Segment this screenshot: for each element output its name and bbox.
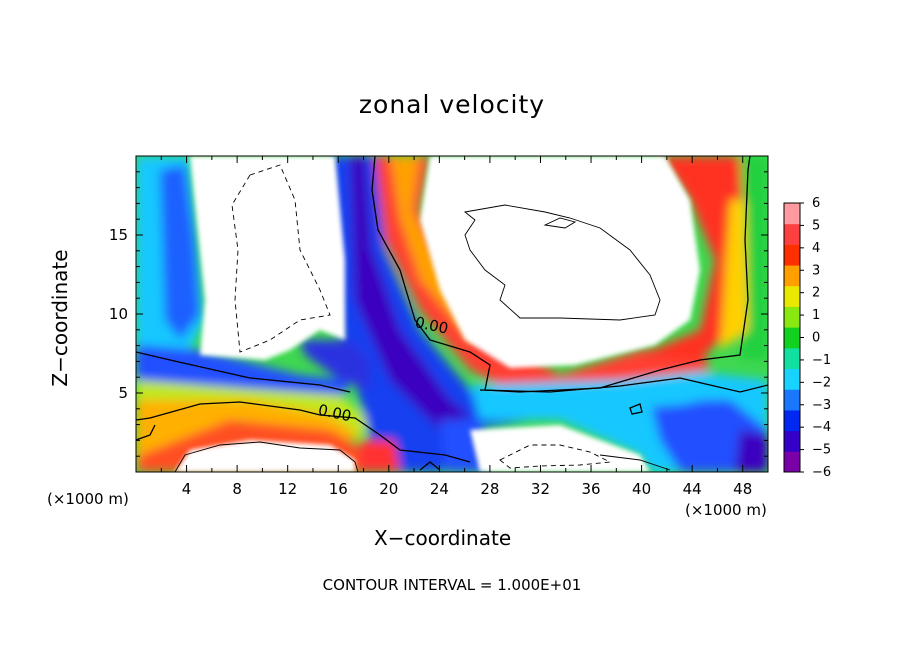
velocity-field: 0.00 0.00 (136, 156, 768, 472)
colorbar-segment (784, 203, 800, 225)
colorbar-segment (784, 451, 800, 473)
x-tick-label: 32 (531, 480, 550, 498)
colorbar-tick-label: 4 (812, 241, 820, 256)
colorbar-tick-label: 0 (812, 331, 820, 346)
x-tick-label: 36 (581, 480, 600, 498)
colorbar-segment (784, 285, 800, 307)
x-tick-label: 40 (632, 480, 651, 498)
colorbar: 6 5 4 3 2 1 0 −1 −2 −3 −4 −5 −6 (783, 196, 831, 480)
y-axis-label: Z−coordinate (48, 249, 72, 387)
colorbar-tick-label: −5 (812, 443, 831, 458)
colorbar-tick-label: 6 (812, 196, 820, 211)
colorbar-segment (784, 223, 800, 245)
y-tick-label: 5 (118, 384, 128, 402)
x-unit-label: (×1000 m) (685, 501, 767, 519)
x-tick-label: 12 (278, 480, 297, 498)
colorbar-segment (784, 347, 800, 370)
x-tick-label: 28 (480, 480, 499, 498)
colorbar-segment (784, 389, 800, 411)
colorbar-segment (784, 265, 800, 287)
colorbar-segment (784, 306, 800, 328)
colorbar-tick-label: −3 (812, 398, 831, 413)
colorbar-tick-label: −6 (812, 465, 831, 480)
x-axis-label: X−coordinate (374, 526, 512, 550)
y-tick-label: 10 (109, 305, 128, 323)
colorbar-segment (784, 327, 800, 349)
colorbar-tick-label: 3 (812, 263, 820, 278)
x-tick-label: 4 (182, 480, 192, 498)
colorbar-segment (784, 430, 800, 452)
colorbar-tick-label: 1 (812, 308, 820, 323)
x-tick-label: 20 (379, 480, 398, 498)
x-tick-label: 16 (329, 480, 348, 498)
x-tick-label: 48 (733, 480, 752, 498)
colorbar-segment (784, 409, 800, 432)
x-tick-label: 44 (683, 480, 702, 498)
colorbar-segment (784, 368, 800, 390)
chart-title: zonal velocity (358, 90, 546, 119)
x-unit-label: (×1000 m) (47, 490, 129, 508)
contour-interval-note: CONTOUR INTERVAL = 1.000E+01 (322, 576, 582, 594)
x-tick-label: 8 (232, 480, 242, 498)
x-tick-label: 24 (430, 480, 449, 498)
colorbar-tick-label: −1 (812, 353, 831, 368)
colorbar-tick-label: 2 (812, 286, 820, 301)
colorbar-segment (784, 244, 800, 266)
colorbar-tick-label: −2 (812, 375, 831, 390)
y-tick-label: 15 (109, 226, 128, 244)
colorbar-tick-label: −4 (812, 420, 831, 435)
colorbar-tick-label: 5 (812, 218, 820, 233)
